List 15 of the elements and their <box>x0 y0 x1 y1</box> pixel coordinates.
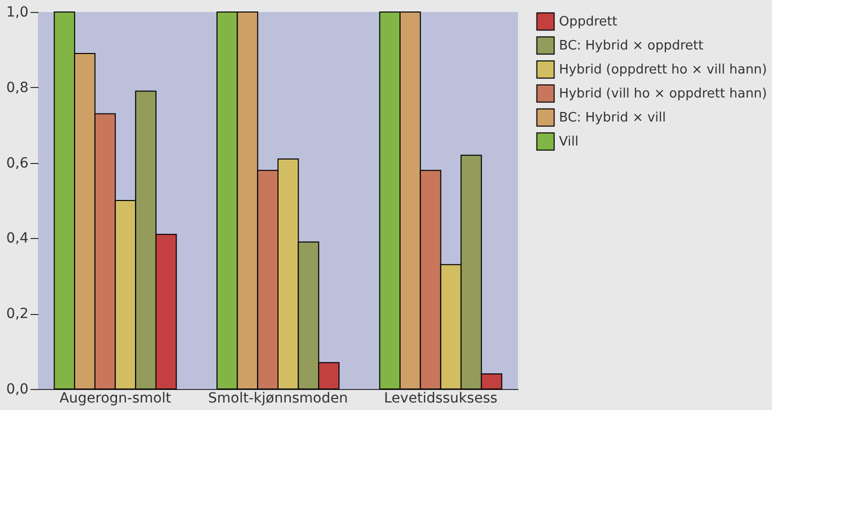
y-tick-label: 1,0 <box>6 4 28 20</box>
legend-label: BC: Hybrid × oppdrett <box>559 38 704 54</box>
y-tick-label: 0,8 <box>6 80 28 96</box>
x-tick-label: Smolt-kjønnsmoden <box>208 390 348 406</box>
x-tick-label: Augerogn-smolt <box>59 390 172 406</box>
y-tick-label: 0,2 <box>6 306 28 322</box>
y-tick-label: 0,4 <box>6 230 29 247</box>
legend-label: Oppdrett <box>559 14 618 30</box>
legend-label: Hybrid (vill ho × oppdrett hann) <box>559 86 767 102</box>
legend-label: Vill <box>559 134 578 150</box>
legend-label: Hybrid (oppdrett ho × vill hann) <box>559 62 767 78</box>
x-tick-label: Levetidssuksess <box>384 390 498 406</box>
y-tick-label: 0,6 <box>6 155 29 172</box>
legend-label: BC: Hybrid × vill <box>559 110 666 126</box>
y-tick-label: 0,0 <box>6 382 28 398</box>
